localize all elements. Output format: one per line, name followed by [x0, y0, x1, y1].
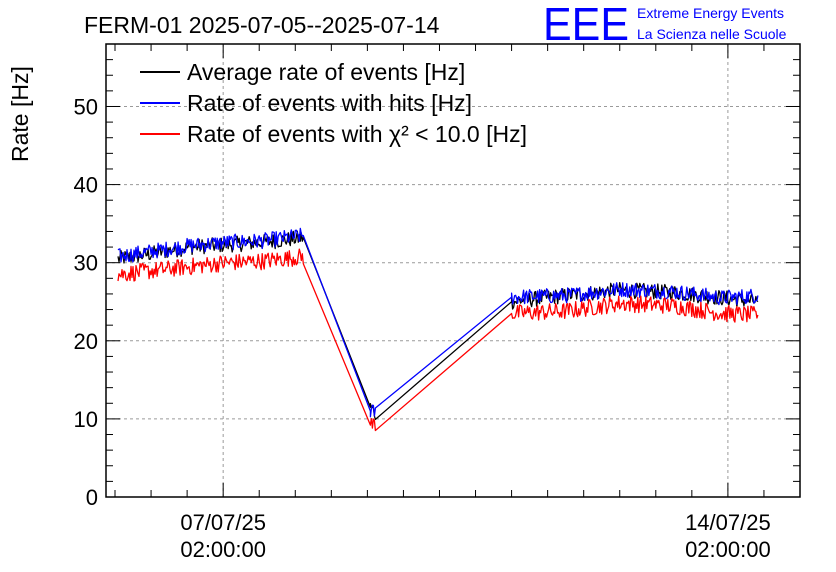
tick-labels: 0102030405007/07/2502:00:0014/07/2502:00… — [74, 94, 771, 562]
axes — [105, 43, 801, 498]
brand-line-1: Extreme Energy Events — [637, 5, 784, 21]
x-tick-date: 07/07/25 — [180, 510, 266, 535]
y-tick-label: 20 — [74, 329, 98, 354]
legend: Average rate of events [Hz] Rate of even… — [140, 59, 527, 147]
brand-line-2: La Scienza nelle Scuole — [637, 26, 787, 42]
x-tick-time: 02:00:00 — [180, 537, 266, 562]
legend-label-average: Average rate of events [Hz] — [187, 59, 465, 85]
x-tick-date: 14/07/25 — [685, 510, 771, 535]
series-layer — [117, 227, 759, 432]
y-tick-label: 0 — [86, 485, 98, 510]
y-tick-label: 50 — [74, 94, 98, 119]
y-tick-label: 40 — [74, 173, 98, 198]
y-tick-label: 10 — [74, 407, 98, 432]
eee-logo: EEE — [543, 0, 629, 50]
x-tick-time: 02:00:00 — [685, 537, 771, 562]
legend-label-chi2: Rate of events with χ² < 10.0 [Hz] — [187, 121, 527, 147]
series-line — [117, 227, 759, 418]
y-axis-label: Rate [Hz] — [7, 66, 33, 162]
plot-frame — [105, 43, 801, 498]
y-tick-label: 30 — [74, 251, 98, 276]
chart-title: FERM-01 2025-07-05--2025-07-14 — [84, 12, 440, 38]
series-line — [117, 248, 759, 432]
legend-label-hits: Rate of events with hits [Hz] — [187, 90, 472, 116]
